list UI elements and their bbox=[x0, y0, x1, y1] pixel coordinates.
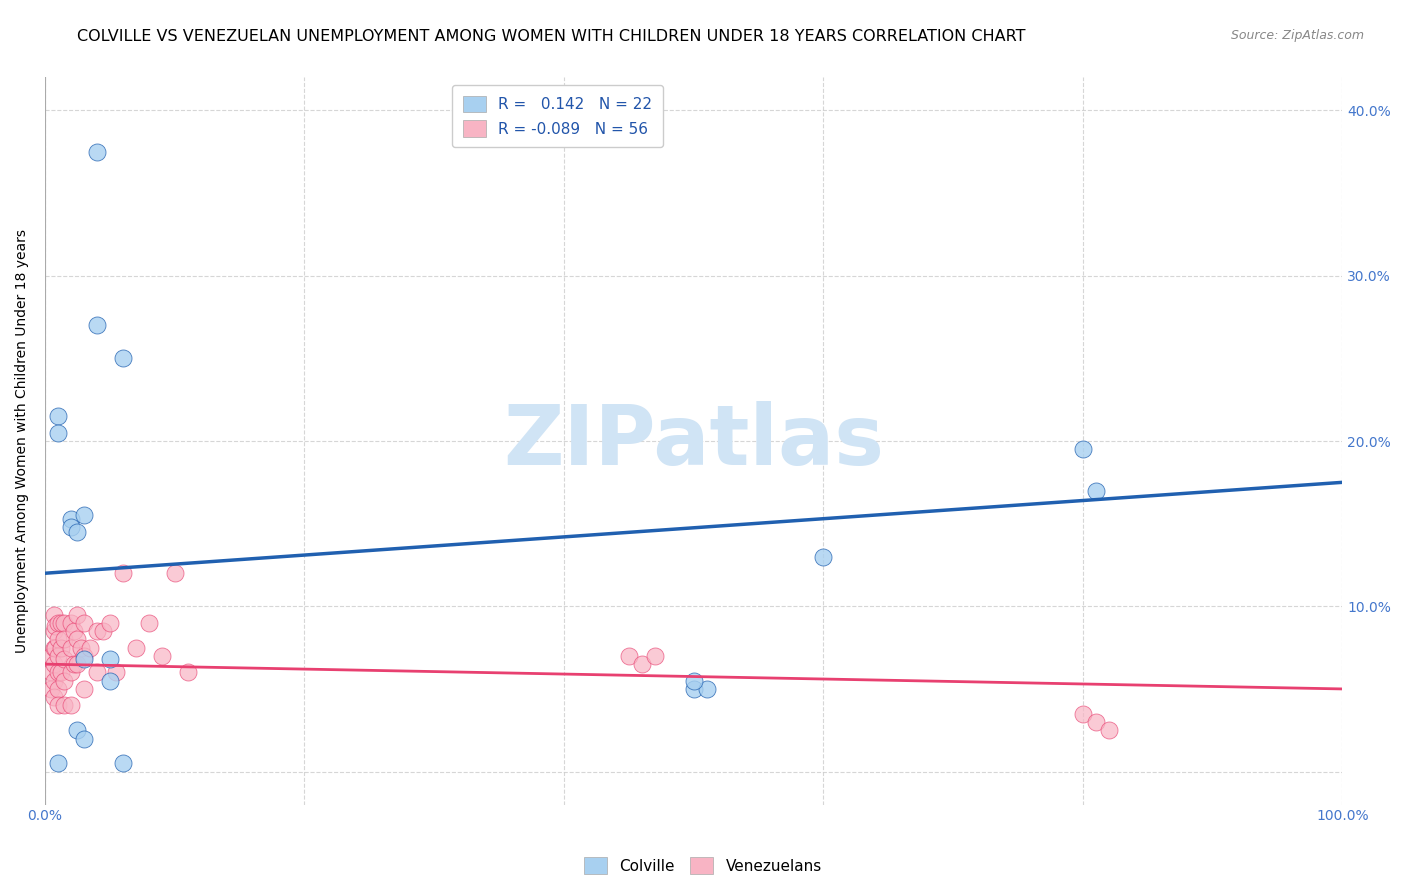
Point bbox=[73, 652, 96, 666]
Point bbox=[46, 698, 69, 713]
Point bbox=[46, 425, 69, 440]
Point bbox=[86, 318, 108, 333]
Point bbox=[1084, 714, 1107, 729]
Point bbox=[41, 681, 63, 696]
Point bbox=[62, 624, 84, 638]
Point bbox=[630, 657, 652, 672]
Point bbox=[138, 615, 160, 630]
Point bbox=[682, 673, 704, 688]
Point bbox=[42, 640, 65, 655]
Point bbox=[86, 624, 108, 638]
Point bbox=[42, 624, 65, 638]
Point bbox=[150, 648, 173, 663]
Point bbox=[111, 351, 134, 366]
Point bbox=[41, 648, 63, 663]
Point bbox=[98, 673, 121, 688]
Point bbox=[1098, 723, 1121, 738]
Point bbox=[41, 665, 63, 680]
Point bbox=[111, 756, 134, 771]
Point bbox=[59, 512, 82, 526]
Point bbox=[93, 624, 115, 638]
Point bbox=[46, 615, 69, 630]
Point bbox=[66, 524, 89, 539]
Point bbox=[1084, 483, 1107, 498]
Point bbox=[53, 698, 76, 713]
Point bbox=[49, 640, 72, 655]
Point bbox=[1071, 442, 1094, 457]
Point bbox=[59, 640, 82, 655]
Point bbox=[813, 549, 835, 564]
Point bbox=[105, 665, 128, 680]
Point bbox=[125, 640, 148, 655]
Point bbox=[46, 665, 69, 680]
Point bbox=[86, 145, 108, 159]
Point bbox=[696, 681, 718, 696]
Point bbox=[42, 690, 65, 705]
Point bbox=[46, 681, 69, 696]
Point bbox=[46, 648, 69, 663]
Point bbox=[59, 520, 82, 534]
Point bbox=[1071, 706, 1094, 721]
Point bbox=[682, 681, 704, 696]
Point bbox=[49, 665, 72, 680]
Point bbox=[163, 566, 186, 581]
Text: ZIPatlas: ZIPatlas bbox=[503, 401, 884, 482]
Y-axis label: Unemployment Among Women with Children Under 18 years: Unemployment Among Women with Children U… bbox=[15, 229, 30, 653]
Point bbox=[79, 640, 101, 655]
Point bbox=[98, 615, 121, 630]
Point bbox=[59, 698, 82, 713]
Point bbox=[111, 566, 134, 581]
Point bbox=[59, 615, 82, 630]
Legend: Colville, Venezuelans: Colville, Venezuelans bbox=[578, 851, 828, 880]
Point bbox=[53, 652, 76, 666]
Point bbox=[53, 632, 76, 647]
Text: Source: ZipAtlas.com: Source: ZipAtlas.com bbox=[1230, 29, 1364, 42]
Point bbox=[42, 607, 65, 622]
Point bbox=[66, 632, 89, 647]
Point bbox=[49, 615, 72, 630]
Point bbox=[73, 615, 96, 630]
Point bbox=[644, 648, 666, 663]
Text: COLVILLE VS VENEZUELAN UNEMPLOYMENT AMONG WOMEN WITH CHILDREN UNDER 18 YEARS COR: COLVILLE VS VENEZUELAN UNEMPLOYMENT AMON… bbox=[77, 29, 1026, 44]
Point bbox=[46, 632, 69, 647]
Point bbox=[73, 508, 96, 523]
Point bbox=[73, 681, 96, 696]
Point bbox=[59, 665, 82, 680]
Point bbox=[98, 652, 121, 666]
Point bbox=[70, 640, 93, 655]
Point bbox=[73, 731, 96, 746]
Point bbox=[46, 756, 69, 771]
Point bbox=[42, 657, 65, 672]
Point bbox=[66, 607, 89, 622]
Point bbox=[66, 723, 89, 738]
Legend: R =   0.142   N = 22, R = -0.089   N = 56: R = 0.142 N = 22, R = -0.089 N = 56 bbox=[453, 85, 662, 147]
Point bbox=[46, 409, 69, 424]
Point bbox=[44, 619, 66, 633]
Point bbox=[617, 648, 640, 663]
Point bbox=[176, 665, 198, 680]
Point bbox=[73, 648, 96, 663]
Point bbox=[66, 657, 89, 672]
Point bbox=[62, 657, 84, 672]
Point bbox=[86, 665, 108, 680]
Point bbox=[44, 640, 66, 655]
Point bbox=[53, 615, 76, 630]
Point bbox=[53, 673, 76, 688]
Point bbox=[42, 673, 65, 688]
